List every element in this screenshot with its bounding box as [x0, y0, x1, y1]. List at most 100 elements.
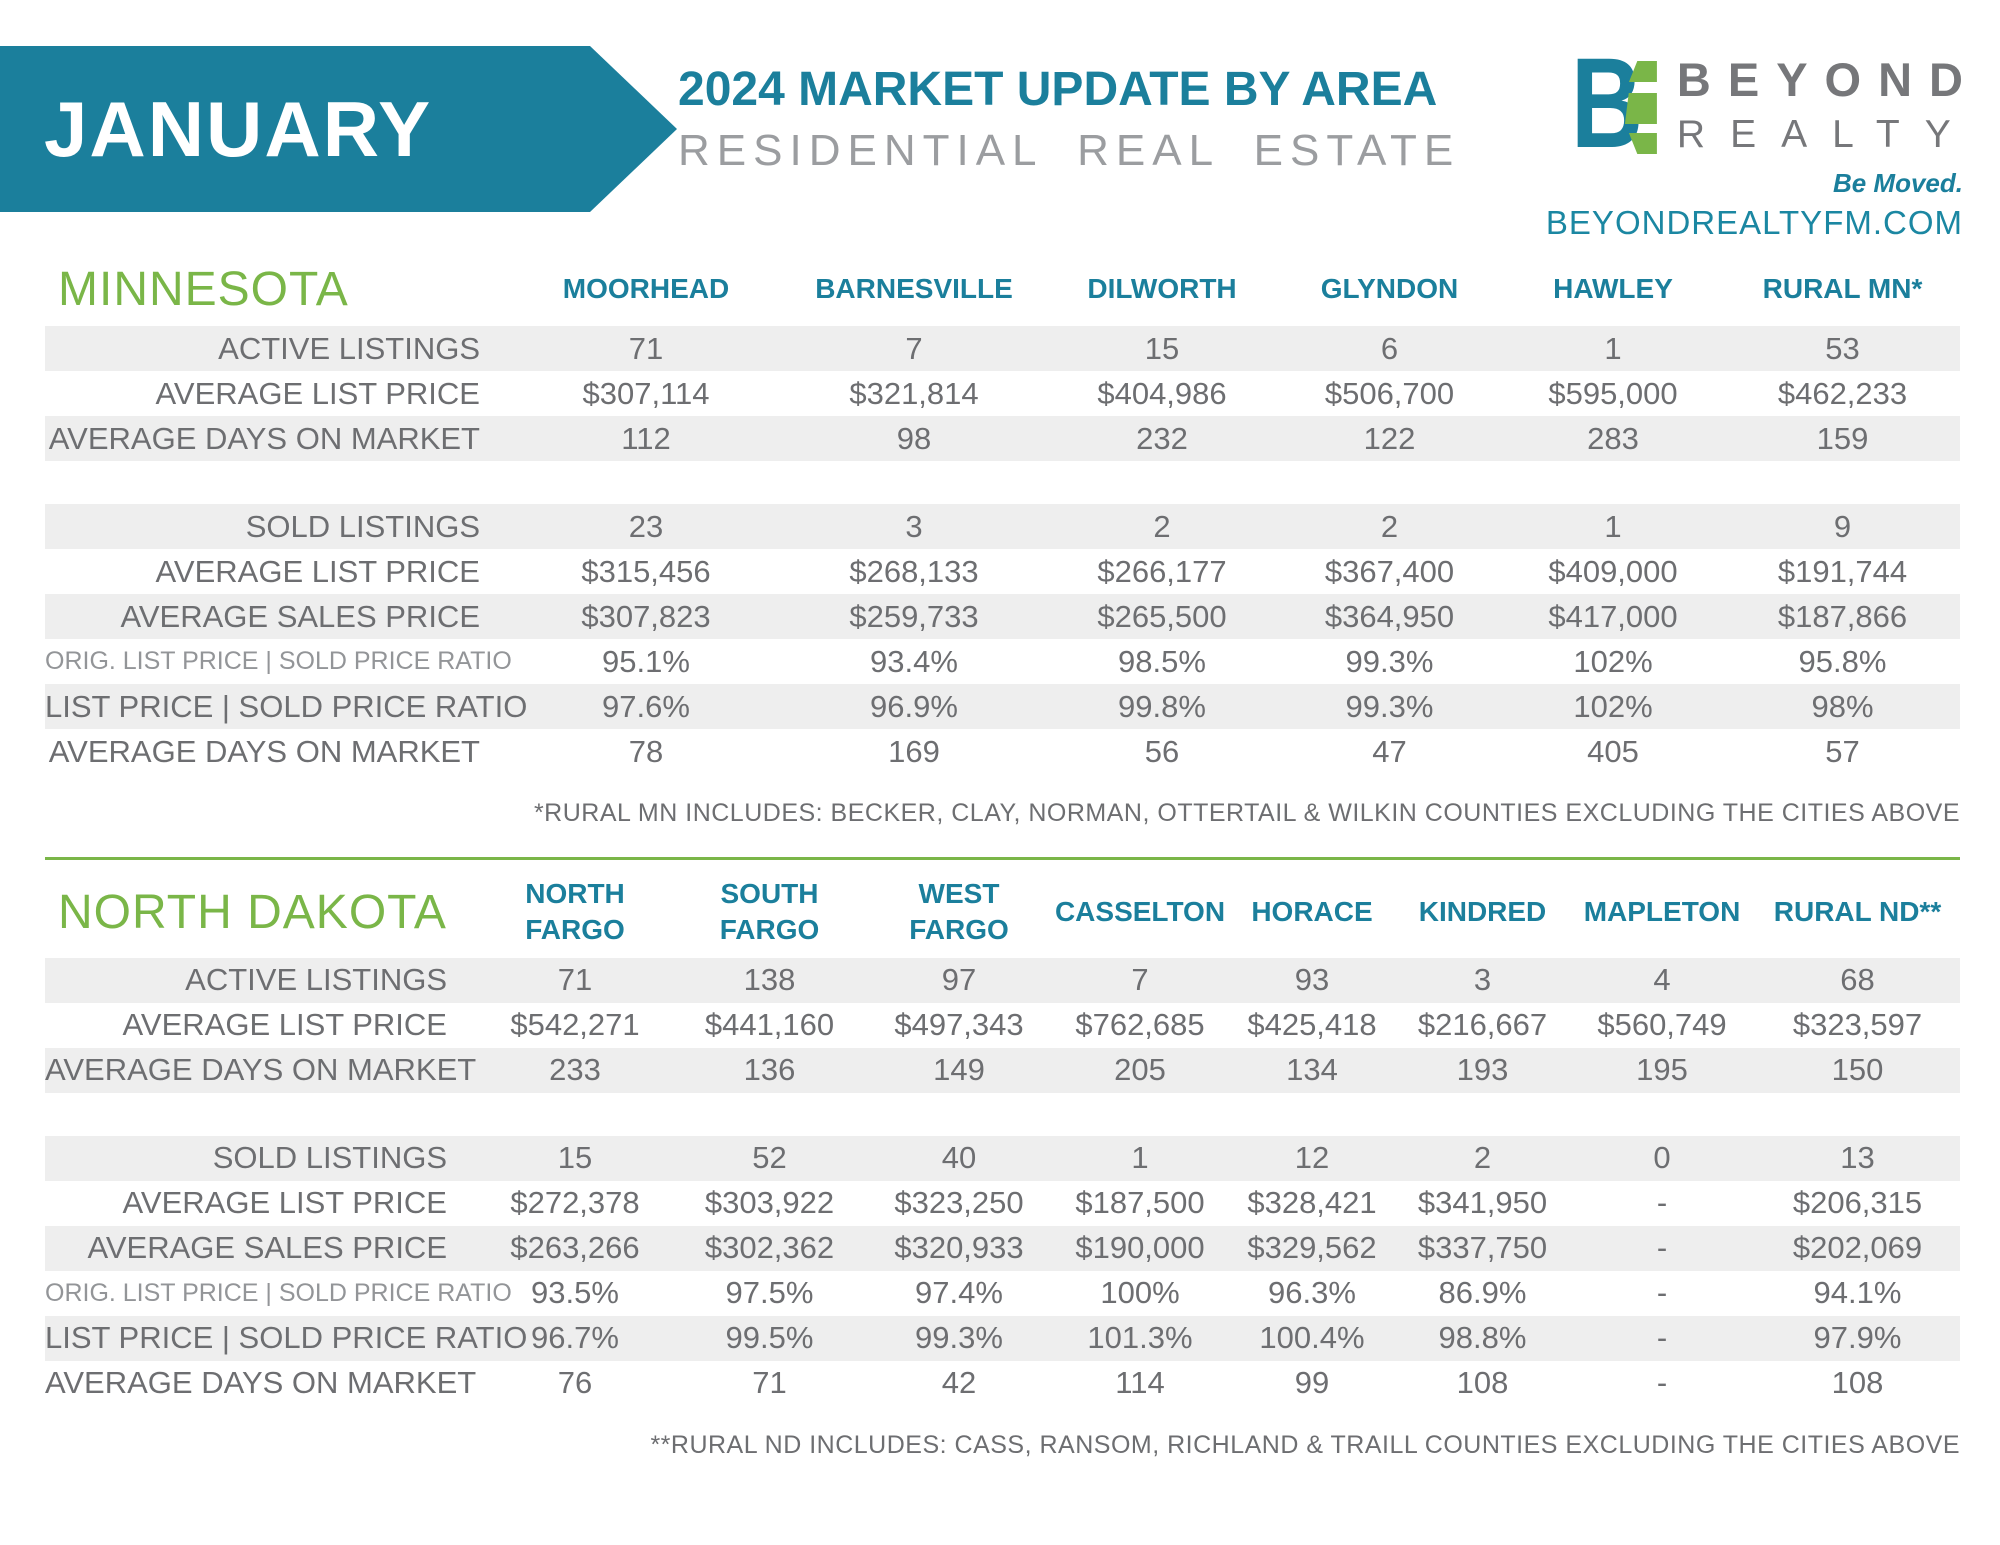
cell-value: 7: [1052, 957, 1228, 1003]
cell-value: 233: [477, 1047, 673, 1093]
cell-value: $187,866: [1725, 594, 1960, 639]
cell-value: 3: [782, 504, 1046, 549]
cell-value: 56: [1144, 733, 1180, 769]
row-label: AVERAGE SALES PRICE: [45, 1225, 477, 1271]
column-header: KINDRED: [1418, 896, 1547, 928]
row-label: AVERAGE DAYS ON MARKET: [45, 1047, 477, 1093]
cell-value: 2: [1396, 1135, 1569, 1181]
row-label: AVERAGE DAYS ON MARKET: [45, 1365, 477, 1401]
row-label: AVERAGE DAYS ON MARKET: [48, 733, 480, 769]
cell-value: 2: [1046, 504, 1278, 549]
cell-value: 68: [1755, 957, 1960, 1003]
cell-value: 12: [1228, 1135, 1396, 1181]
cell-value: 97.5%: [725, 1275, 814, 1311]
cell-value: 97.4%: [915, 1275, 1003, 1311]
cell-value: $191,744: [1777, 553, 1908, 589]
cell-value: 15: [1046, 326, 1278, 371]
cell-value: $595,000: [1548, 375, 1678, 411]
cell-value: 47: [1372, 733, 1407, 769]
cell-value: $506,700: [1324, 375, 1455, 411]
cell-value: $263,266: [477, 1225, 673, 1271]
cell-value: $560,749: [1597, 1007, 1727, 1043]
cell-value: $265,500: [1046, 594, 1278, 639]
cell-value: 98%: [1725, 684, 1960, 729]
row-label: AVERAGE LIST PRICE: [122, 1185, 447, 1221]
column-header: RURAL MN*: [1762, 273, 1923, 305]
cell-value: 169: [888, 733, 940, 769]
column-header: DILWORTH: [1087, 273, 1237, 305]
cell-value: 76: [557, 1365, 593, 1401]
cell-value: 405: [1587, 733, 1639, 769]
column-header: BARNESVILLE: [815, 273, 1013, 305]
cell-value: $417,000: [1501, 594, 1725, 639]
cell-value: 97: [866, 957, 1052, 1003]
cell-value: $303,922: [704, 1185, 835, 1221]
table-row: AVERAGE DAYS ON MARKET 76 71 42 114 99 108 - 108: [45, 1361, 1960, 1406]
cell-value: $337,750: [1396, 1225, 1569, 1271]
header-row: NORTH DAKOTA NORTH FARGO SOUTH FARGO WEST FARG…: [45, 876, 1960, 958]
column-header: HAWLEY: [1553, 273, 1673, 305]
page-subtitle: RESIDENTIAL REAL ESTATE: [678, 126, 1461, 175]
table-row: LIST PRICE | SOLD PRICE RATIO 97.6% 96.9% 9…: [45, 684, 1960, 729]
logo-mark-row: B BEYOND REALTY: [1546, 40, 1963, 168]
cell-value: $216,667: [1417, 1007, 1548, 1043]
table-row: AVERAGE LIST PRICE $307,114 $321,814 $404,9…: [45, 371, 1960, 416]
spacer-row: [45, 1093, 1960, 1136]
row-label: LIST PRICE | SOLD PRICE RATIO: [45, 684, 527, 729]
north-dakota-table-section: NORTH DAKOTA NORTH FARGO SOUTH FARGO WEST FARG…: [45, 876, 1960, 1406]
cell-value: $341,950: [1417, 1185, 1548, 1221]
cell-value: $321,814: [849, 375, 979, 411]
logo-name-realty: REALTY: [1676, 113, 1976, 156]
table-row: SOLD LISTINGS 23 3 2 2 1 9: [45, 504, 1960, 549]
logo-wordmark: BEYOND REALTY: [1677, 56, 1963, 154]
cell-value: 149: [866, 1047, 1052, 1093]
footnote-rural-mn: *RURAL MN INCLUDES: BECKER, CLAY, NORMAN…: [533, 799, 1960, 827]
region-title: NORTH DAKOTA: [58, 885, 447, 939]
row-label: AVERAGE DAYS ON MARKET: [45, 416, 510, 461]
cell-value: 2: [1278, 504, 1501, 549]
spacer-row: [45, 461, 1960, 504]
cell-value: 40: [866, 1135, 1052, 1181]
cell-value: 3: [1396, 957, 1569, 1003]
cell-value: 1: [1052, 1135, 1228, 1181]
cell-value: $762,685: [1075, 1007, 1205, 1043]
cell-value: 97.9%: [1755, 1315, 1960, 1361]
cell-value: 52: [673, 1135, 866, 1181]
green-e-bars-icon: [1624, 56, 1657, 154]
column-header: HORACE: [1251, 896, 1373, 928]
table-row: AVERAGE LIST PRICE $315,456 $268,133 $266,1…: [45, 549, 1960, 594]
cell-value: 99.5%: [673, 1315, 866, 1361]
cell-value: 1: [1501, 504, 1725, 549]
page-title-block: 2024 MARKET UPDATE BY AREA RESIDENTIAL R…: [678, 66, 1460, 173]
column-header: GLYNDON: [1320, 273, 1459, 305]
cell-value: 23: [510, 504, 782, 549]
cell-value: 95.1%: [602, 643, 690, 679]
cell-value: 53: [1725, 326, 1960, 371]
cell-value: 99.3%: [1278, 684, 1501, 729]
table-row: AVERAGE DAYS ON MARKET 233 136 149 205 134 193…: [45, 1047, 1960, 1093]
row-label: ACTIVE LISTINGS: [45, 326, 510, 371]
cell-value: 96.3%: [1268, 1275, 1356, 1311]
column-header: SOUTH FARGO: [719, 878, 820, 946]
cell-value: $268,133: [849, 553, 979, 589]
row-label: SOLD LISTINGS: [45, 1135, 477, 1181]
cell-value: 57: [1825, 733, 1860, 769]
cell-value: 98.5%: [1118, 643, 1206, 679]
logo-b-monogram: B: [1571, 40, 1663, 168]
cell-value: 7: [782, 326, 1046, 371]
row-label: ORIG. LIST PRICE | SOLD PRICE RATIO: [45, 647, 512, 675]
table-row: ACTIVE LISTINGS 71 138 97 7 93 3 4 68: [45, 957, 1960, 1003]
cell-value: $323,597: [1792, 1007, 1923, 1043]
month-banner: JANUARY: [0, 46, 677, 212]
row-label: AVERAGE LIST PRICE: [155, 375, 480, 411]
cell-value: 150: [1755, 1047, 1960, 1093]
header-row: MINNESOTA MOORHEAD BARNESVILLE DILWORTH GLYN…: [45, 262, 1960, 326]
row-label: AVERAGE LIST PRICE: [155, 553, 480, 589]
page-title: 2024 MARKET UPDATE BY AREA: [678, 63, 1438, 116]
cell-value: 108: [1456, 1365, 1509, 1401]
cell-value: -: [1656, 1365, 1668, 1401]
cell-value: $441,160: [704, 1007, 835, 1043]
cell-value: 95.8%: [1798, 643, 1887, 679]
cell-value: 108: [1831, 1365, 1884, 1401]
cell-value: 138: [673, 957, 866, 1003]
